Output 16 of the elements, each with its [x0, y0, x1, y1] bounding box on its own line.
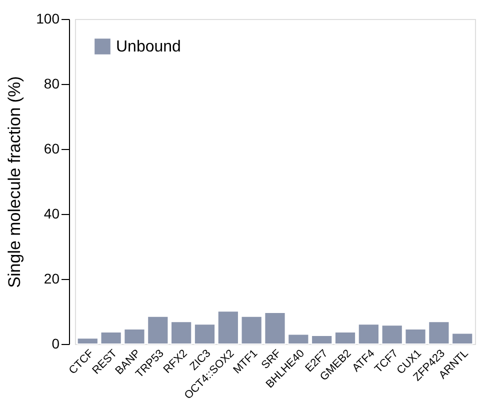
legend-label: Unbound	[116, 38, 181, 56]
bar	[76, 338, 98, 344]
y-tick-label: 40	[44, 206, 60, 222]
bar	[311, 335, 333, 344]
y-tick-label: 100	[36, 10, 60, 26]
y-tick-label: 60	[44, 140, 60, 156]
y-tick-label: 0	[52, 336, 60, 352]
bar	[358, 324, 380, 344]
bar	[170, 321, 192, 344]
bar	[217, 310, 239, 344]
y-axis-title: Single molecule fraction (%)	[5, 76, 24, 288]
bar	[334, 331, 356, 344]
y-tick-label: 80	[44, 76, 60, 92]
y-tick-label: 20	[44, 270, 60, 286]
bar	[452, 332, 474, 344]
bar	[194, 324, 216, 344]
